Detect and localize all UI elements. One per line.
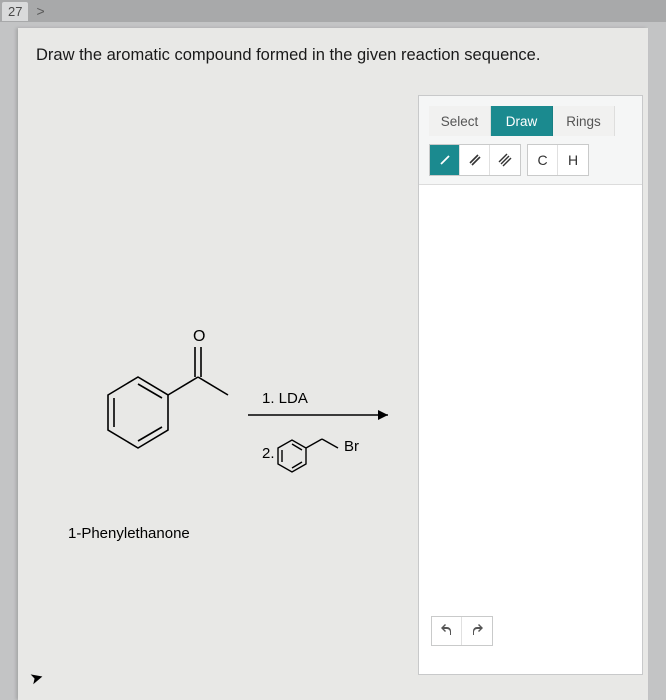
chevron-right-icon[interactable]: > (36, 3, 44, 19)
editor-toolbar: Select Draw Rings (419, 96, 642, 184)
triple-bond-button[interactable] (490, 145, 520, 175)
undo-redo-group (431, 616, 493, 646)
main-content-row: O Br (18, 95, 648, 675)
draw-mode-button[interactable]: Draw (491, 106, 553, 136)
reagent-1-label: 1. LDA (262, 390, 308, 407)
carbon-atom-button[interactable]: C (528, 145, 558, 175)
br-label: Br (344, 438, 359, 455)
reagent-2-label: 2. (262, 445, 275, 462)
redo-icon (469, 624, 485, 638)
rings-mode-button[interactable]: Rings (553, 106, 615, 136)
double-bond-button[interactable] (460, 145, 490, 175)
tab-number[interactable]: 27 (2, 2, 28, 21)
bond-group (429, 144, 521, 176)
atom-group: C H (527, 144, 589, 176)
question-card: Draw the aromatic compound formed in the… (18, 28, 648, 700)
tab-bar: 27 > (0, 0, 666, 22)
reaction-svg: O Br (48, 275, 408, 535)
select-mode-button[interactable]: Select (429, 106, 491, 136)
question-prompt: Draw the aromatic compound formed in the… (18, 46, 648, 65)
mode-row: Select Draw Rings (429, 106, 632, 136)
oxygen-label: O (193, 328, 205, 345)
undo-icon (439, 624, 455, 638)
reaction-diagram: O Br (18, 95, 418, 675)
compound-name: 1-Phenylethanone (68, 525, 190, 542)
structure-editor: Select Draw Rings (418, 95, 643, 675)
single-bond-button[interactable] (430, 145, 460, 175)
hydrogen-atom-button[interactable]: H (558, 145, 588, 175)
page-background: Draw the aromatic compound formed in the… (0, 22, 666, 700)
redo-button[interactable] (462, 617, 492, 645)
undo-button[interactable] (432, 617, 462, 645)
bond-atom-row: C H (429, 144, 632, 176)
drawing-canvas[interactable] (419, 184, 642, 674)
